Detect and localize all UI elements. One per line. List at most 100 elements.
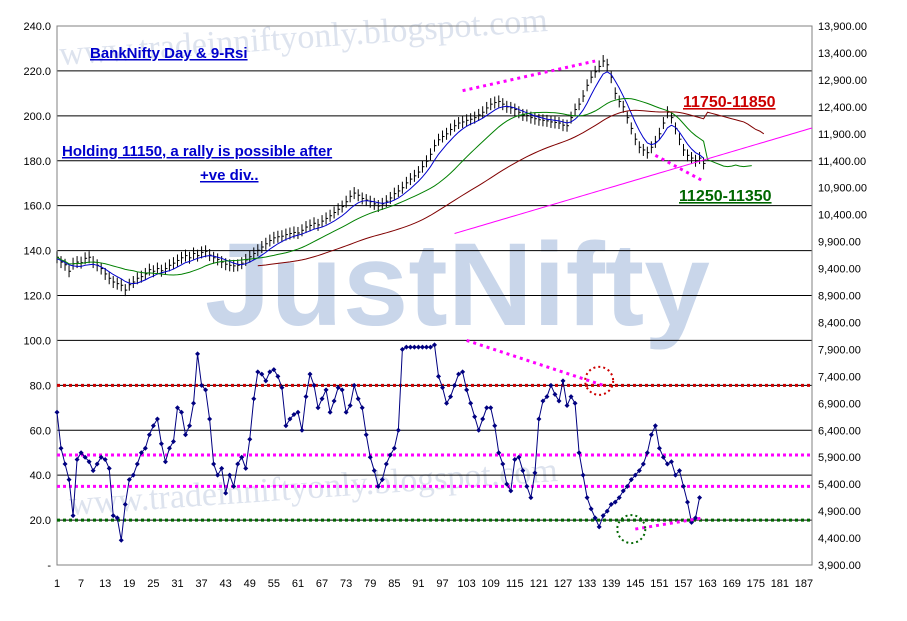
rsi-point [440,385,446,391]
rsi-point [508,488,514,494]
right-axis-tick-label: 5,900.00 [818,452,861,464]
rsi-point [464,387,470,393]
rsi-point [287,416,293,422]
rsi-point [375,483,381,489]
chart-title: BankNifty Day & 9-Rsi [90,45,248,62]
rsi-point [600,513,606,519]
rsi-point [295,409,301,415]
rsi-point [243,465,249,471]
right-axis-tick-label: 7,400.00 [818,371,861,383]
rsi-point [146,432,152,438]
trend-layer [462,59,705,545]
rsi-point [660,454,666,460]
right-axis-tick-label: 8,400.00 [818,317,861,329]
rsi-point [114,515,120,521]
left-axis-tick-label: 240.0 [23,21,51,33]
x-axis-tick-label: 163 [698,578,716,590]
x-axis-tick-label: 61 [292,578,304,590]
rsi-point [500,461,506,467]
rsi-point [363,432,369,438]
rsi-point [231,483,237,489]
rsi-point [652,423,658,429]
rsi-point [436,373,442,379]
rsi-point [162,459,168,465]
price-support-trend [654,154,705,183]
x-axis-tick-label: 55 [268,578,280,590]
plot-frame [56,25,813,566]
rsi-point [608,501,614,507]
rsi-point [387,452,393,458]
rsi-point [199,382,205,388]
rsi-point [644,450,650,456]
rsi-point [456,371,462,377]
rsi-point [166,445,172,451]
rsi-point [158,441,164,447]
x-axis-tick-label: 49 [244,578,256,590]
rsi-point [323,387,329,393]
price-resistance-trend [462,59,596,93]
rsi-point [183,432,189,438]
rsi-point [267,369,273,375]
x-axis-tick-label: 127 [554,578,572,590]
rsi-point [407,344,413,350]
rsi-point [62,461,68,467]
rsi-point [468,400,474,406]
rsi-point [444,400,450,406]
rsi-point [191,400,197,406]
right-axis-tick-label: 7,900.00 [818,344,861,356]
rsi-point [697,495,703,501]
rsi-point [355,396,361,402]
grid-layer [56,25,813,566]
rsi-point [685,499,691,505]
rsi-point [94,461,100,467]
rsi-point [331,398,337,404]
rsi-point [211,461,217,467]
rsi-point [484,405,490,411]
rsi-point [255,369,261,375]
rsi-point [668,459,674,465]
support-label: 11250-11350 [679,188,772,205]
rsi-point [564,403,570,409]
rsi-point [130,472,136,478]
rsi-point [275,373,281,379]
x-axis-tick-label: 151 [650,578,668,590]
rsi-point [676,468,682,474]
left-axis-tick-label: 140.0 [23,246,51,258]
left-axis-tick-label: 20.0 [30,515,51,527]
rsi-point [307,371,313,377]
left-axis-tick-label: 220.0 [23,66,51,78]
series-layer [56,55,813,297]
rsi-point [580,472,586,478]
rsi-support-trend [635,516,704,531]
x-axis-tick-label: 103 [457,578,475,590]
rsi-point [640,461,646,467]
rsi-point [592,515,598,521]
note-line-1: Holding 11150, a rally is possible after [62,143,332,160]
rsi-point [656,445,662,451]
rsi-point [315,405,321,411]
ma-200-line [454,127,813,234]
rsi-point [54,409,60,415]
rsi-point [680,483,686,489]
right-axis-tick-label: 11,400.00 [818,156,866,168]
x-axis-tick-label: 79 [364,578,376,590]
rsi-point [556,398,562,404]
rsi-divergence-trend [466,338,604,387]
rsi-point [504,481,510,487]
rsi-point [102,456,108,462]
left-axis-tick-label: 80.0 [30,380,51,392]
rsi-point [98,454,104,460]
rsi-point [512,456,518,462]
rsi-point [78,450,84,456]
rsi-point [203,387,209,393]
rsi-point [251,396,257,402]
rsi-point [90,468,96,474]
rsi-point [620,488,626,494]
axis-layer: 240.0220.0200.0180.0160.0140.0120.0100.0… [23,21,866,590]
rsi-point [239,454,245,460]
right-axis-tick-label: 6,900.00 [818,398,861,410]
rsi-point [170,438,176,444]
rsi-point [367,454,373,460]
right-axis-tick-label: 8,900.00 [818,291,861,303]
rsi-point [126,477,132,483]
